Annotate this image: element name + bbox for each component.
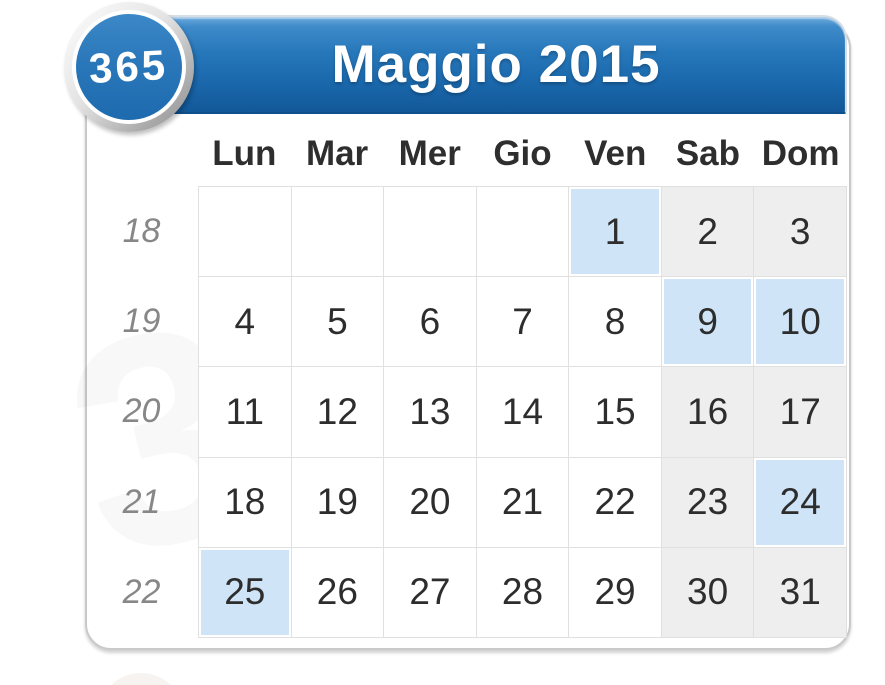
day-cell[interactable]: 10 <box>754 277 847 368</box>
weekday-header-dom: Dom <box>761 134 840 173</box>
weekday-header-ven: Ven <box>584 134 647 173</box>
day-cell[interactable]: 16 <box>661 367 755 458</box>
day-cell[interactable]: 3 <box>754 187 847 278</box>
weekday-header-sab: Sab <box>675 134 741 173</box>
day-cell[interactable]: 12 <box>291 367 385 458</box>
month-header-bar: Maggio 2015 <box>85 15 847 114</box>
day-cell[interactable]: 8 <box>569 277 662 368</box>
badge-365-logo: 365 <box>64 2 194 132</box>
day-cell[interactable]: 28 <box>476 547 570 638</box>
day-cell[interactable]: 7 <box>476 277 570 368</box>
week-number-column: 18 19 20 21 22 <box>85 186 198 638</box>
day-grid: 1 2 3 4 5 6 7 8 9 10 11 12 13 14 15 16 17 18 19 20 21 22 23 24 2… <box>198 186 847 638</box>
badge-blue-circle: 365 <box>76 14 182 120</box>
weekday-header-gio: Gio <box>493 134 552 173</box>
week-number: 18 <box>122 211 161 250</box>
day-cell[interactable]: 24 <box>754 457 847 548</box>
weekday-header-row: Lun Mar Mer Gio Ven Sab Dom <box>198 126 847 182</box>
weekday-header-mar: Mar <box>305 134 369 173</box>
day-cell <box>199 187 292 278</box>
day-cell[interactable]: 25 <box>199 547 292 638</box>
week-number: 22 <box>122 573 161 612</box>
week-number: 19 <box>122 302 161 341</box>
week-number: 21 <box>122 482 161 521</box>
day-cell[interactable]: 2 <box>661 187 755 278</box>
day-cell[interactable]: 21 <box>476 457 570 548</box>
month-title: Maggio 2015 <box>331 35 661 94</box>
next-month-badge-hint <box>98 673 184 685</box>
day-cell[interactable]: 30 <box>661 547 755 638</box>
weekday-header-lun: Lun <box>212 134 277 173</box>
week-number: 20 <box>122 392 161 431</box>
day-cell[interactable]: 29 <box>569 547 662 638</box>
day-cell[interactable]: 18 <box>199 457 292 548</box>
day-cell[interactable]: 9 <box>661 277 755 368</box>
weekday-header-mer: Mer <box>398 134 461 173</box>
day-cell[interactable]: 19 <box>291 457 385 548</box>
day-cell[interactable]: 11 <box>199 367 292 458</box>
day-cell[interactable]: 1 <box>569 187 662 278</box>
day-cell[interactable]: 6 <box>384 277 477 368</box>
day-cell[interactable]: 13 <box>384 367 477 458</box>
day-cell[interactable]: 22 <box>569 457 662 548</box>
day-cell[interactable]: 5 <box>291 277 385 368</box>
day-cell[interactable]: 31 <box>754 547 847 638</box>
day-cell[interactable]: 20 <box>384 457 477 548</box>
day-cell <box>291 187 385 278</box>
day-cell[interactable]: 27 <box>384 547 477 638</box>
badge-label: 365 <box>88 40 170 93</box>
day-cell[interactable]: 4 <box>199 277 292 368</box>
day-cell[interactable]: 26 <box>291 547 385 638</box>
day-cell <box>476 187 570 278</box>
day-cell <box>384 187 477 278</box>
day-cell[interactable]: 15 <box>569 367 662 458</box>
badge-white-ring: 365 <box>72 10 186 124</box>
day-cell[interactable]: 14 <box>476 367 570 458</box>
day-cell[interactable]: 17 <box>754 367 847 458</box>
day-cell[interactable]: 23 <box>661 457 755 548</box>
